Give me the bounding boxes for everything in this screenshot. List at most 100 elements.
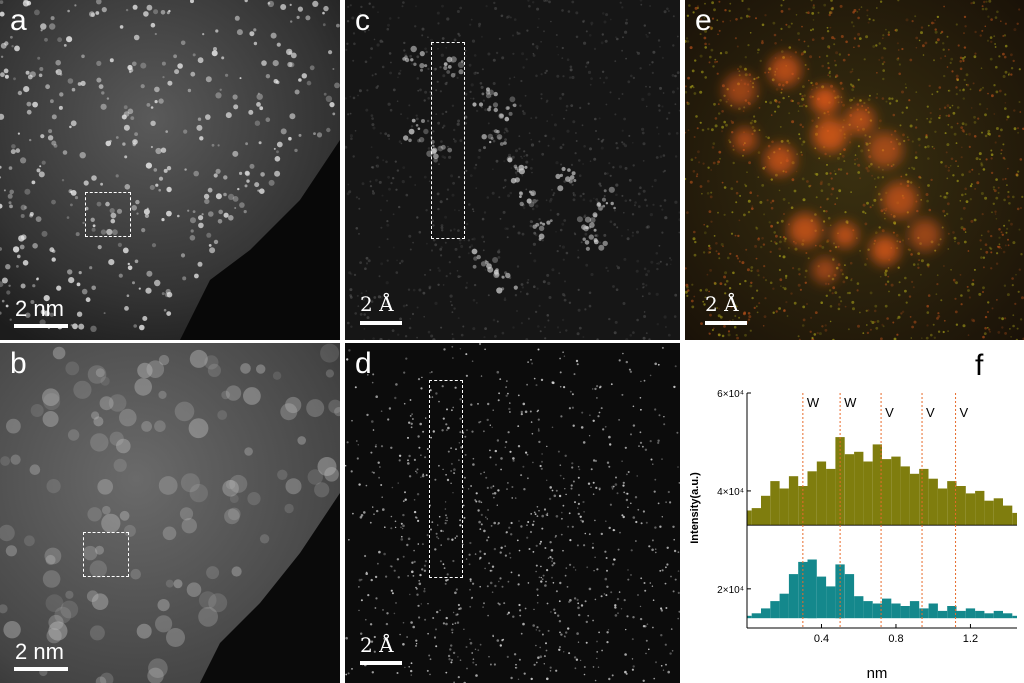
texture-dot — [432, 430, 435, 433]
texture-dot — [454, 386, 457, 389]
texture-dot — [968, 170, 971, 173]
texture-dot — [106, 97, 110, 100]
texture-dot — [348, 349, 351, 352]
texture-dot — [821, 246, 825, 249]
texture-dot — [509, 411, 511, 413]
texture-dot — [634, 201, 637, 204]
texture-dot — [538, 225, 545, 231]
texture-dot — [536, 588, 539, 591]
texture-dot — [830, 7, 834, 11]
texture-dot — [954, 297, 957, 300]
texture-dot — [456, 10, 460, 13]
texture-dot — [817, 11, 820, 14]
texture-dot — [627, 569, 629, 571]
texture-dot — [17, 132, 20, 135]
texture-dot — [729, 20, 732, 22]
texture-dot — [731, 211, 734, 214]
texture-dot — [485, 516, 487, 518]
texture-dot — [868, 165, 871, 168]
texture-dot — [857, 145, 860, 148]
texture-dot — [423, 128, 429, 135]
texture-dot — [931, 93, 934, 96]
texture-dot — [636, 230, 639, 234]
texture-dot — [573, 232, 576, 235]
texture-dot — [705, 288, 708, 292]
texture-dot — [395, 271, 399, 274]
texture-dot — [869, 206, 872, 209]
texture-dot — [809, 184, 812, 187]
texture-dot — [202, 33, 205, 36]
texture-dot — [605, 202, 609, 205]
texture-dot — [402, 621, 405, 624]
texture-dot — [832, 286, 836, 290]
texture-dot — [859, 99, 862, 102]
texture-dot — [492, 129, 495, 132]
texture-dot — [587, 70, 592, 74]
texture-dot — [846, 172, 849, 175]
texture-dot — [491, 565, 495, 568]
texture-dot — [297, 6, 303, 12]
texture-dot — [506, 380, 508, 382]
texture-dot — [445, 429, 448, 432]
texture-dot — [924, 146, 927, 149]
texture-dot — [600, 185, 602, 187]
texture-dot — [447, 450, 450, 453]
texture-dot — [616, 492, 619, 495]
texture-dot — [811, 88, 813, 91]
texture-dot — [615, 142, 618, 145]
texture-dot — [805, 252, 808, 254]
texture-dot — [441, 126, 444, 129]
texture-dot — [450, 462, 453, 465]
texture-dot — [442, 563, 445, 566]
texture-dot — [748, 73, 752, 76]
texture-dot — [757, 176, 760, 179]
texture-dot — [608, 186, 615, 193]
texture-dot — [964, 123, 968, 126]
texture-dot — [839, 168, 843, 171]
texture-dot — [571, 462, 574, 465]
texture-dot — [884, 273, 887, 277]
texture-dot — [491, 191, 495, 195]
texture-dot — [536, 602, 539, 604]
texture-dot — [644, 448, 648, 451]
texture-dot — [901, 90, 904, 94]
texture-dot — [709, 55, 712, 59]
texture-dot — [225, 385, 242, 401]
texture-dot — [380, 484, 383, 486]
texture-dot — [897, 0, 900, 2]
texture-dot — [602, 428, 605, 431]
texture-dot — [379, 337, 383, 340]
x-tick-label: 1.2 — [963, 633, 978, 645]
texture-dot — [599, 77, 602, 80]
texture-dot — [661, 56, 664, 60]
texture-dot — [544, 547, 547, 549]
texture-dot — [767, 144, 771, 148]
texture-dot — [434, 301, 438, 305]
texture-dot — [535, 204, 539, 208]
texture-dot — [370, 166, 373, 169]
texture-dot — [616, 597, 620, 601]
texture-dot — [174, 69, 180, 75]
texture-dot — [563, 651, 565, 653]
texture-dot — [504, 178, 507, 182]
texture-dot — [649, 374, 652, 377]
region-box — [431, 42, 465, 239]
texture-dot — [306, 399, 325, 418]
texture-dot — [996, 252, 999, 255]
texture-dot — [699, 121, 702, 124]
texture-dot — [66, 216, 70, 219]
texture-dot — [73, 380, 92, 399]
texture-dot — [487, 509, 490, 511]
texture-dot — [700, 18, 703, 21]
texture-dot — [386, 238, 389, 241]
texture-dot — [232, 150, 239, 157]
texture-dot — [673, 315, 677, 318]
texture-dot — [632, 616, 635, 619]
texture-dot — [790, 99, 793, 102]
texture-dot — [393, 569, 396, 572]
texture-dot — [883, 212, 886, 215]
texture-dot — [289, 113, 296, 120]
texture-dot — [953, 236, 957, 240]
texture-dot — [197, 261, 203, 267]
texture-dot — [656, 323, 659, 326]
